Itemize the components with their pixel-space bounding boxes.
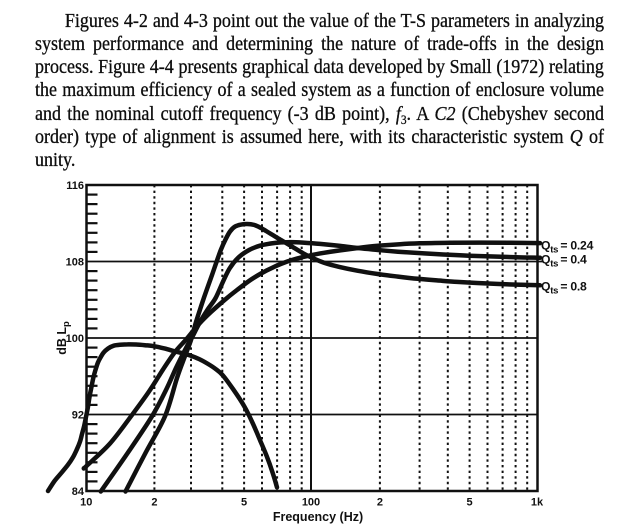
svg-text:5: 5 bbox=[467, 497, 473, 509]
svg-text:92: 92 bbox=[72, 410, 84, 422]
svg-text:Qts = 0.8: Qts = 0.8 bbox=[541, 280, 587, 297]
svg-text:108: 108 bbox=[66, 257, 84, 269]
svg-text:84: 84 bbox=[72, 486, 85, 498]
svg-text:2: 2 bbox=[151, 497, 157, 509]
svg-text:100: 100 bbox=[66, 333, 84, 345]
svg-text:2: 2 bbox=[377, 497, 383, 509]
svg-text:Frequency (Hz): Frequency (Hz) bbox=[273, 510, 363, 524]
svg-text:Qts = 0.4: Qts = 0.4 bbox=[541, 253, 587, 270]
svg-text:1k: 1k bbox=[531, 497, 544, 509]
svg-text:10: 10 bbox=[80, 497, 92, 509]
svg-text:dB Lp: dB Lp bbox=[55, 321, 72, 355]
svg-text:116: 116 bbox=[66, 180, 84, 192]
svg-text:100: 100 bbox=[302, 497, 320, 509]
svg-text:5: 5 bbox=[241, 497, 247, 509]
